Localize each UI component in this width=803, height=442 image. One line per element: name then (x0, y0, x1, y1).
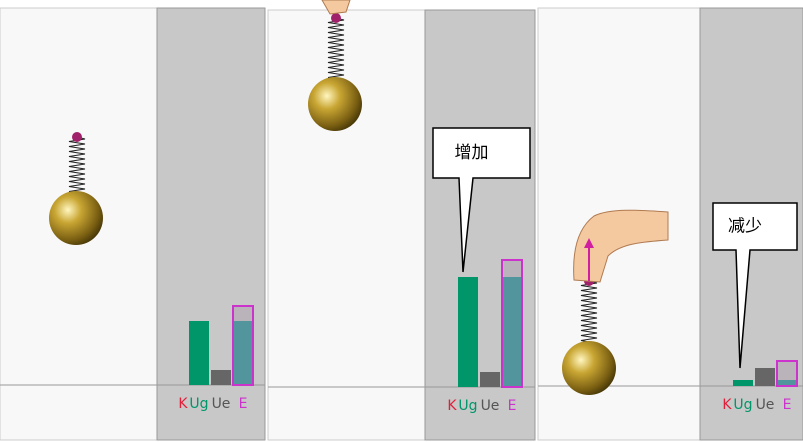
energy-bar (232, 305, 254, 386)
bar-label: E (783, 397, 792, 413)
energy-bar (501, 259, 523, 388)
spring (327, 17, 345, 79)
energy-bar (211, 370, 231, 385)
energy-bar (189, 321, 209, 385)
bar-label: K (722, 397, 732, 413)
bar-label: E (239, 396, 248, 412)
bar-label: Ue (212, 396, 231, 412)
energy-bar (458, 277, 478, 387)
hand (321, 0, 351, 15)
bar-label: Ue (756, 397, 775, 413)
energy-bar-stack (502, 277, 522, 387)
energy-bar (480, 372, 500, 387)
energy-bar (776, 360, 798, 387)
callout-text: 减少 (728, 217, 762, 237)
energy-bar (755, 368, 775, 386)
bar-label: Ug (733, 397, 752, 413)
spring (68, 136, 86, 193)
bar-label: Ue (481, 398, 500, 414)
hand (573, 209, 669, 283)
panel-left (267, 9, 426, 441)
ball (308, 77, 362, 131)
force-arrow-head (584, 238, 594, 248)
spring (580, 280, 598, 343)
spring-top (331, 13, 341, 23)
bar-label: K (178, 396, 188, 412)
energy-bar (733, 380, 753, 386)
ball (562, 341, 616, 395)
bar-label: Ug (189, 396, 208, 412)
bar-label: Ug (458, 398, 477, 414)
bar-label: E (508, 398, 517, 414)
energy-bar-stack (233, 321, 253, 385)
ball (49, 191, 103, 245)
spring-top (72, 132, 82, 142)
callout-text: 增加 (455, 143, 489, 163)
energy-bar-stack (777, 380, 797, 386)
bar-label: K (447, 398, 457, 414)
callout-bubble (432, 127, 531, 273)
callout-bubble (712, 202, 798, 369)
